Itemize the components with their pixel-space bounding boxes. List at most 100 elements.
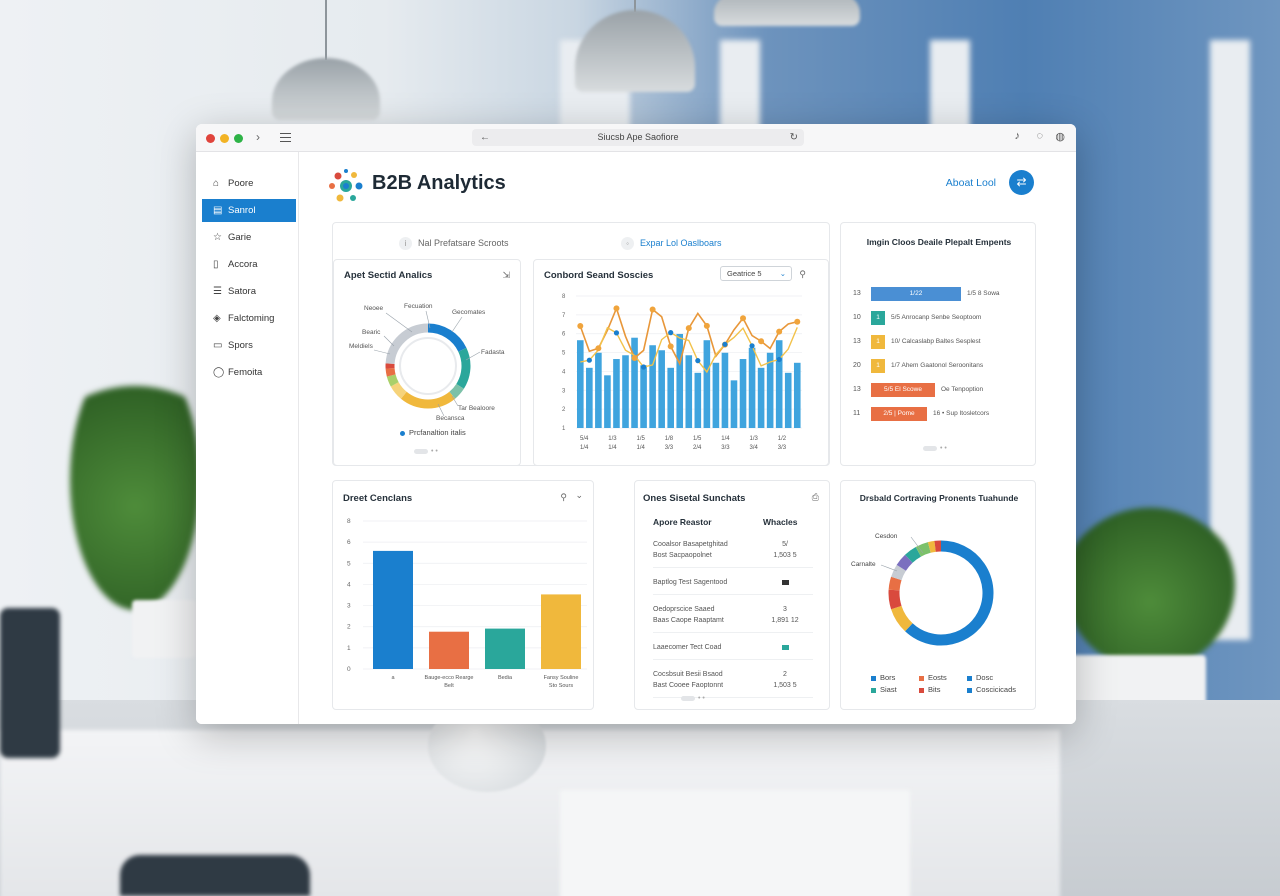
ring-callout: Cesdon xyxy=(875,533,898,540)
legend-item: Bits xyxy=(919,685,941,694)
bar-list-row: 11 2/5 | Pome 16 • Sup Itosletcors xyxy=(853,407,1031,423)
row-values: 3 1,891 12 xyxy=(765,604,805,626)
legend-item: Bors xyxy=(871,673,895,682)
bar xyxy=(658,350,665,428)
lightbulb-icon: ◦ xyxy=(621,237,634,250)
ring-slice xyxy=(905,540,994,646)
y-tick-label: 3 xyxy=(347,603,351,610)
pin-icon[interactable]: ⚲ xyxy=(799,269,806,279)
reload-icon[interactable]: ↻ xyxy=(789,132,798,143)
legend-item: Coscicicads xyxy=(967,685,1016,694)
sidebar-item-1[interactable]: ⌂ Poore xyxy=(196,172,298,195)
legend-label: Bits xyxy=(928,685,941,694)
line-point xyxy=(595,345,602,352)
close-window-button[interactable] xyxy=(206,134,215,143)
legend-swatch xyxy=(919,675,924,681)
row-label: Bast Cooee Faoptonnt xyxy=(653,682,724,689)
x-tick-label: 1/2 xyxy=(778,436,787,442)
x-tick-label: 3/3 xyxy=(778,445,787,451)
settings-icon[interactable]: ◍ xyxy=(1055,131,1065,143)
tab-preferences[interactable]: i Nal Prefatsare Scroots xyxy=(399,237,509,250)
pagination-dots[interactable]: • • xyxy=(923,445,947,452)
sidebar-item-4[interactable]: ▯ Accora xyxy=(196,253,298,276)
legend-item: Siast xyxy=(871,685,897,694)
bar-list-row: 10 1 5/5 Anrocanp Senbe Seoptoom xyxy=(853,311,1031,327)
legend-item: Dosc xyxy=(967,673,993,682)
table-row[interactable]: Oedoprscice Saaed Baas Caope Raaptamt 3 1,8… xyxy=(653,604,813,633)
pagination-dots[interactable]: • • xyxy=(414,448,438,455)
sidebar-item-5[interactable]: ☰ Satora xyxy=(196,280,298,303)
bar xyxy=(766,352,774,428)
legend-label: Bors xyxy=(880,673,896,682)
row-bar: 1/22 xyxy=(871,287,961,301)
pendant-lamp xyxy=(575,10,695,92)
tab-label: Nal Prefatsare Scroots xyxy=(418,238,509,248)
callout-line xyxy=(385,312,413,333)
chevron-right-icon[interactable]: › xyxy=(256,130,260,144)
pagination-dots[interactable]: • • xyxy=(681,695,705,702)
minimize-window-button[interactable] xyxy=(220,134,229,143)
sidebar-item-8[interactable]: ◯ Femoita xyxy=(196,361,298,384)
x-tick-label: 1/4 xyxy=(608,445,617,451)
address-bar[interactable]: ← Siucsb Ape Saofiore ↻ xyxy=(472,129,804,146)
status-badge xyxy=(781,645,789,650)
x-tick-label: 1/3 xyxy=(608,436,617,442)
list-icon: ☰ xyxy=(213,286,222,297)
chat-icon[interactable]: ◌ xyxy=(1036,130,1043,142)
table-row[interactable]: Baptlog Test Sagentood xyxy=(653,577,813,595)
bar xyxy=(748,347,756,428)
sidebar-item-7[interactable]: ▭ Spors xyxy=(196,334,298,357)
x-tick-label: Fansy Souline xyxy=(544,675,579,681)
sidebar-item-label: Accora xyxy=(228,259,258,270)
sidebar-item-2[interactable]: ▤ Sanrol xyxy=(202,199,296,222)
card-title: Conbord Seand Soscies xyxy=(544,270,654,281)
expand-icon[interactable]: ⇲ xyxy=(502,270,510,280)
print-icon[interactable]: ⎙ xyxy=(811,492,819,502)
chevron-down-icon: ⌄ xyxy=(779,269,786,278)
row-label: Baas Caope Raaptamt xyxy=(653,617,724,624)
donut-inner-ring xyxy=(399,337,457,395)
table-row[interactable]: Laaecomer Tect Coad xyxy=(653,642,813,660)
series-dropdown[interactable]: Geatrice 5 ⌄ xyxy=(720,266,792,281)
bar xyxy=(757,367,765,428)
row-bar-label: 5/5 El Scowe xyxy=(884,386,922,393)
row-label: Bost Sacpaopolnet xyxy=(653,552,712,559)
donut-label: Tar Bealoore xyxy=(458,405,495,412)
legend-label: Coscicicads xyxy=(976,685,1017,694)
star-icon: ☆ xyxy=(213,232,222,243)
line-point xyxy=(577,323,584,329)
filter-settings-button[interactable]: ⇄ xyxy=(1009,170,1034,195)
sidebar-item-6[interactable]: ◈ Falctoming xyxy=(196,307,298,330)
bar-list-card: Imgin Cloos Deaile Plepalt Empents 13 1/2… xyxy=(840,222,1036,466)
tab-dashboards[interactable]: ◦ Expar Lol Oaslboars xyxy=(621,237,722,250)
analytics-panel: i Nal Prefatsare Scroots ◦ Expar Lol Oaslb… xyxy=(332,222,830,466)
bar-chart-card: Dreet Cenclans ⚲ ⌄ 8 6 5 4 3 2 1 0 a Bauge-ecco R… xyxy=(332,480,594,710)
bar xyxy=(793,362,801,428)
table-row[interactable]: Cooalsor Basapetghitad Bost Sacpaopolnet 5… xyxy=(653,539,813,568)
pin-icon[interactable]: ⚲ xyxy=(560,492,567,502)
y-tick-label: 1 xyxy=(562,426,566,432)
window-icon: ▭ xyxy=(213,340,223,351)
line-point xyxy=(631,354,638,361)
maximize-window-button[interactable] xyxy=(234,134,243,143)
microphone-icon[interactable]: ♪ xyxy=(1014,130,1021,142)
pendant-lamp xyxy=(714,0,860,26)
ring-slice xyxy=(927,540,936,553)
menu-icon[interactable] xyxy=(280,133,291,142)
line-point xyxy=(776,328,783,335)
back-arrow-icon[interactable]: ← xyxy=(480,132,490,143)
callout-line xyxy=(910,536,924,554)
chevron-down-icon[interactable]: ⌄ xyxy=(575,490,583,500)
bar xyxy=(577,340,584,428)
sidebar-item-label: Poore xyxy=(228,178,254,189)
about-link[interactable]: Aboat Lool xyxy=(945,177,996,189)
y-tick-label: 2 xyxy=(562,407,566,413)
table-row[interactable]: Cocsbsuit Besii Bsaod Bast Cooee Faoptonn… xyxy=(653,669,813,698)
row-values: 2 1,503 5 xyxy=(765,669,805,691)
y-tick-label: 4 xyxy=(347,581,351,588)
legend-item: Eosts xyxy=(919,673,947,682)
ring-slice xyxy=(905,546,922,563)
sidebar-item-3[interactable]: ☆ Garie xyxy=(196,226,298,249)
pendant-lamp xyxy=(272,58,380,120)
x-tick-label: 1/4 xyxy=(721,436,730,442)
